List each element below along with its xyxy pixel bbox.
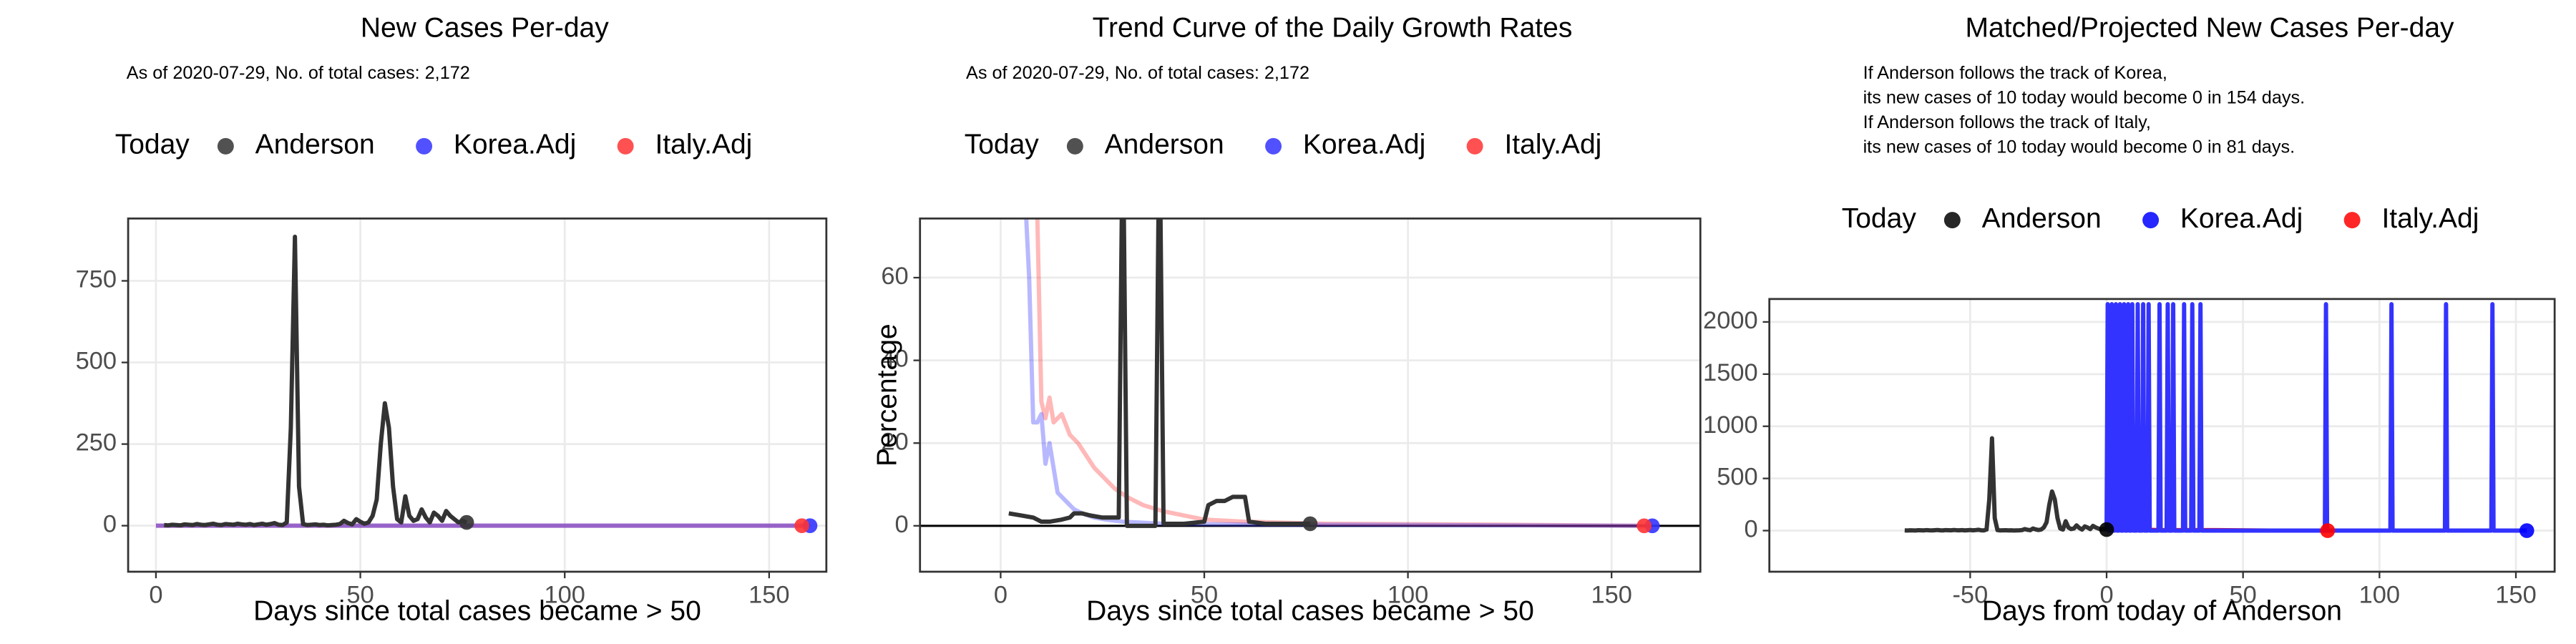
legend-label: Anderson bbox=[1105, 130, 1224, 160]
series-line bbox=[1035, 218, 1644, 528]
y-tick-label: 0 bbox=[894, 511, 908, 538]
y-tick-label: 750 bbox=[76, 266, 117, 293]
legend-label: Italy.Adj bbox=[1504, 130, 1601, 160]
chart-subtitle: As of 2020-07-29, No. of total cases: 2,… bbox=[966, 63, 1309, 83]
x-tick-label: 150 bbox=[2495, 582, 2536, 609]
today-point bbox=[2320, 523, 2336, 538]
chart-subtitle: If Anderson follows the track of Italy, bbox=[1863, 112, 2151, 132]
panel-border bbox=[1768, 298, 2556, 573]
x-tick-label: -50 bbox=[1952, 582, 1988, 609]
x-axis-label: Days since total cases became > 50 bbox=[1086, 596, 1534, 627]
today-point bbox=[1302, 516, 1318, 532]
x-axis-label: Days from today of Anderson bbox=[1982, 596, 2342, 627]
x-tick-label: 150 bbox=[748, 582, 789, 609]
legend-key bbox=[617, 137, 634, 155]
x-tick-label: 50 bbox=[346, 582, 374, 609]
y-tick-label: 40 bbox=[881, 346, 908, 373]
legend-key bbox=[2343, 212, 2361, 229]
legend-label: Korea.Adj bbox=[2180, 203, 2303, 234]
today-point bbox=[2519, 523, 2534, 538]
chart-subtitle: its new cases of 10 today would become 0… bbox=[1863, 87, 2306, 107]
legend-key bbox=[1066, 137, 1083, 155]
legend-label: Italy.Adj bbox=[2381, 203, 2479, 234]
x-tick-label: 100 bbox=[545, 582, 585, 609]
y-tick-label: 0 bbox=[1744, 516, 1757, 543]
legend-key bbox=[2142, 212, 2160, 229]
panel-border bbox=[127, 217, 828, 573]
y-tick-label: 500 bbox=[1717, 464, 1757, 491]
chart-title: New Cases Per-day bbox=[361, 13, 609, 44]
x-axis-label: Days since total cases became > 50 bbox=[253, 596, 701, 627]
chart-title: Trend Curve of the Daily Growth Rates bbox=[1093, 13, 1573, 44]
today-point bbox=[794, 518, 809, 533]
today-point bbox=[2099, 522, 2114, 537]
chart-subtitle: its new cases of 10 today would become 0… bbox=[1863, 137, 2296, 157]
legend-key bbox=[416, 137, 433, 155]
chart-title: Matched/Projected New Cases Per-day bbox=[1965, 13, 2454, 44]
plot-layer bbox=[919, 218, 1701, 534]
x-tick-label: 0 bbox=[994, 582, 1008, 609]
x-tick-label: 150 bbox=[1591, 582, 1631, 609]
y-axis-label: Percentage bbox=[872, 323, 902, 467]
y-tick-label: 500 bbox=[76, 348, 117, 375]
plot-layer bbox=[1904, 302, 2534, 538]
y-tick-label: 20 bbox=[881, 428, 908, 455]
today-point bbox=[1636, 518, 1652, 534]
y-tick-label: 0 bbox=[103, 511, 117, 538]
y-tick-label: 250 bbox=[76, 429, 117, 457]
x-tick-label: 100 bbox=[2359, 582, 2400, 609]
today-point bbox=[459, 514, 474, 530]
chart-subtitle: As of 2020-07-29, No. of total cases: 2,… bbox=[127, 63, 470, 83]
panel-border bbox=[919, 217, 1702, 573]
plot-layer bbox=[155, 234, 818, 533]
legend-key bbox=[1265, 137, 1282, 155]
chart-subtitle: If Anderson follows the track of Korea, bbox=[1863, 63, 2167, 83]
legend-key bbox=[217, 137, 234, 155]
legend-label: Anderson bbox=[1982, 203, 2102, 234]
x-tick-label: 50 bbox=[1191, 582, 1218, 609]
legend-label: Italy.Adj bbox=[655, 130, 752, 160]
legend-label: Korea.Adj bbox=[1303, 130, 1425, 160]
y-tick-label: 2000 bbox=[1703, 307, 1758, 334]
x-tick-label: 100 bbox=[1387, 582, 1428, 609]
x-tick-label: 0 bbox=[149, 582, 162, 609]
legend-label: Korea.Adj bbox=[454, 130, 576, 160]
series-line bbox=[164, 234, 468, 528]
x-tick-label: 50 bbox=[2230, 582, 2257, 609]
plot-area bbox=[128, 218, 826, 572]
y-tick-label: 1500 bbox=[1703, 359, 1758, 386]
y-tick-label: 60 bbox=[881, 263, 908, 290]
legend-title: Today bbox=[965, 130, 1040, 160]
series-line bbox=[1904, 436, 2107, 533]
y-tick-label: 1000 bbox=[1703, 411, 1758, 439]
legend-title: Today bbox=[1842, 203, 1917, 234]
legend-title: Today bbox=[115, 130, 190, 160]
legend-key bbox=[1466, 137, 1483, 155]
legend-key bbox=[1943, 212, 1961, 229]
legend-label: Anderson bbox=[255, 130, 375, 160]
x-tick-label: 0 bbox=[2099, 582, 2113, 609]
series-line bbox=[1008, 218, 1310, 528]
